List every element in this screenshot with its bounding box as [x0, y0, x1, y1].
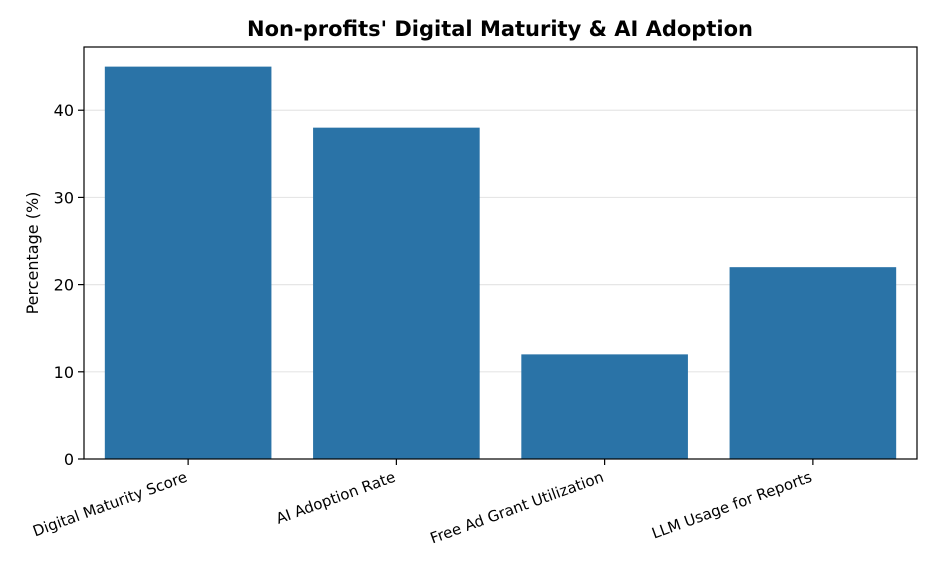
y-axis-label: Percentage (%)	[23, 192, 42, 315]
plot-frame	[83, 46, 918, 460]
y-tick-label: 20	[54, 276, 74, 295]
y-tick-label: 30	[54, 188, 74, 207]
x-tick-label: LLM Usage for Reports	[649, 468, 814, 543]
bar	[729, 267, 897, 459]
y-tick-label: 0	[64, 450, 74, 469]
bar	[521, 354, 688, 459]
chart-title: Non-profits' Digital Maturity & AI Adopt…	[247, 17, 753, 41]
bar	[104, 66, 272, 459]
x-tick-label: AI Adoption Rate	[274, 468, 398, 528]
x-axis: Digital Maturity Score AI Adoption Rate Fr…	[30, 459, 814, 547]
y-tick-label: 40	[54, 101, 74, 120]
bar	[313, 127, 480, 460]
y-axis: 0 10 20 30 40	[54, 101, 84, 469]
bars	[104, 66, 897, 460]
x-tick-label: Digital Maturity Score	[30, 468, 189, 541]
x-tick-label: Free Ad Grant Utilization	[428, 468, 606, 548]
y-tick-label: 10	[54, 363, 74, 382]
